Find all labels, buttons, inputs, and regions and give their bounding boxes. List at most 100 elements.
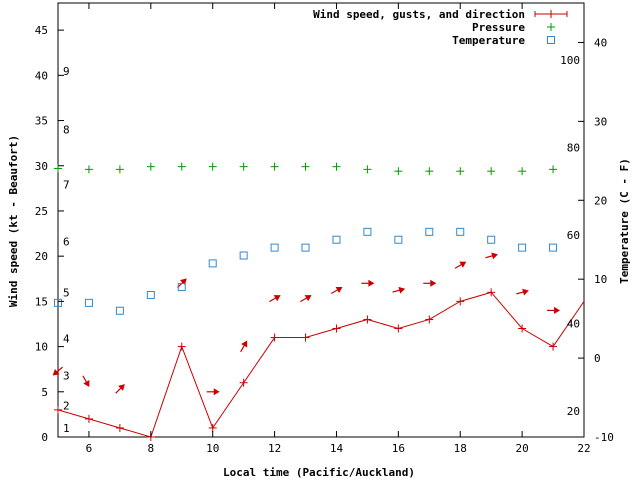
pressure-point: [239, 162, 248, 171]
wind-speed-point: [487, 288, 496, 297]
pressure-point: [456, 167, 465, 176]
y-axis-label: Wind speed (kt - Beaufort): [7, 135, 20, 307]
wind-direction-arrow: [52, 366, 63, 376]
y-tick-label: 40: [35, 69, 48, 82]
arrow-head: [430, 279, 437, 287]
y-tick-label: 10: [35, 341, 48, 354]
wind-direction-arrow: [206, 388, 220, 396]
x-tick-label: 18: [454, 442, 467, 455]
x-tick-label: 6: [86, 442, 93, 455]
temperature-point: [208, 259, 217, 268]
temperature-point: [84, 298, 93, 307]
arrow-head: [368, 279, 375, 287]
beaufort-tick-label: 7: [63, 179, 70, 192]
beaufort-tick-label: 5: [63, 286, 70, 299]
fahrenheit-tick-label: 100: [560, 54, 580, 67]
arrow-head: [273, 295, 281, 302]
pressure-point: [487, 167, 496, 176]
x-tick-label: 10: [206, 442, 219, 455]
pressure-point: [301, 162, 310, 171]
wind-direction-arrow: [392, 286, 406, 294]
wind-direction-arrow: [330, 286, 343, 295]
x-tick-label: 16: [392, 442, 405, 455]
wind-speed-point: [208, 423, 217, 432]
wind-direction-arrow: [269, 295, 281, 303]
x-tick-label: 22: [577, 442, 590, 455]
legend-entry-label: Pressure: [472, 21, 525, 34]
arrow-head: [83, 380, 90, 388]
y-tick-label: 30: [35, 160, 48, 173]
wind-speed-point: [177, 342, 186, 351]
fahrenheit-tick-label: 80: [567, 141, 580, 154]
arrow-head: [241, 340, 248, 348]
pressure-point: [115, 165, 124, 174]
wind-speed-point: [84, 414, 93, 423]
arrow-head: [398, 286, 406, 294]
y2-tick-label: -10: [594, 431, 614, 444]
pressure-point: [549, 165, 558, 174]
series-layer: [52, 162, 585, 441]
temperature-point: [301, 243, 310, 252]
wind-speed-line: [57, 291, 585, 438]
x-tick-label: 12: [268, 442, 281, 455]
temperature-point: [425, 227, 434, 236]
arrow-head: [335, 286, 343, 294]
axes: 6 8 10 12 14 16 18 20 22051015202530354045123456…: [35, 3, 614, 455]
y-tick-label: 45: [35, 24, 48, 37]
pressure-point: [363, 165, 372, 174]
wind-direction-arrow: [454, 261, 467, 269]
temperature-point: [549, 243, 558, 252]
beaufort-tick-label: 9: [63, 65, 70, 78]
pressure-point: [518, 167, 527, 176]
legend-entry-sample: [547, 23, 555, 31]
wind-direction-arrow: [300, 295, 312, 303]
pressure-point: [425, 167, 434, 176]
wind-speed-point: [425, 315, 434, 324]
temperature-point: [456, 227, 465, 236]
wind-speed-point: [115, 423, 124, 432]
temperature-point: [177, 283, 186, 292]
y2-tick-label: 0: [594, 352, 601, 365]
wind-speed-point: [301, 333, 310, 342]
x-tick-label: 14: [330, 442, 344, 455]
temperature-point: [332, 235, 341, 244]
y-tick-label: 15: [35, 295, 48, 308]
wind-direction-arrow: [177, 278, 187, 288]
wind-speed-point: [363, 315, 372, 324]
wind-speed-point: [549, 342, 558, 351]
temperature-point: [363, 227, 372, 236]
wind-speed-point: [394, 324, 403, 333]
arrow-head: [459, 261, 467, 268]
wind-direction-arrow: [82, 375, 90, 388]
wind-direction-arrow: [115, 384, 125, 394]
fahrenheit-tick-label: 60: [567, 229, 580, 242]
temperature-point: [239, 251, 248, 260]
wind-speed-point: [332, 324, 341, 333]
x-tick-label: 8: [148, 442, 155, 455]
arrow-head: [304, 295, 312, 302]
temperature-point: [146, 290, 155, 299]
beaufort-tick-label: 3: [63, 370, 70, 383]
beaufort-tick-label: 2: [63, 399, 70, 412]
temperature-point: [518, 243, 527, 252]
plot-area: [57, 2, 585, 438]
beaufort-tick-label: 1: [63, 422, 70, 435]
fahrenheit-tick-label: 20: [567, 405, 580, 418]
beaufort-tick-label: 8: [63, 124, 70, 137]
legend-entry-label: Temperature: [452, 34, 525, 47]
y-tick-label: 0: [41, 431, 48, 444]
legend: Wind speed, gusts, and directionPressure…: [313, 8, 568, 47]
y2-tick-label: 30: [594, 115, 607, 128]
arrow-head: [52, 368, 60, 376]
legend-entry-label: Wind speed, gusts, and direction: [313, 8, 525, 21]
pressure-point: [332, 162, 341, 171]
wind-speed-point: [54, 405, 62, 414]
wind-direction-arrow: [423, 279, 437, 287]
beaufort-tick-label: 6: [63, 236, 70, 249]
y2-axis-label: Temperature (C - F): [618, 158, 631, 284]
plot-frame: [57, 2, 585, 438]
y-tick-label: 25: [35, 205, 48, 218]
pressure-point: [146, 162, 155, 171]
wind-speed-point: [518, 324, 527, 333]
y-tick-label: 20: [35, 250, 48, 263]
